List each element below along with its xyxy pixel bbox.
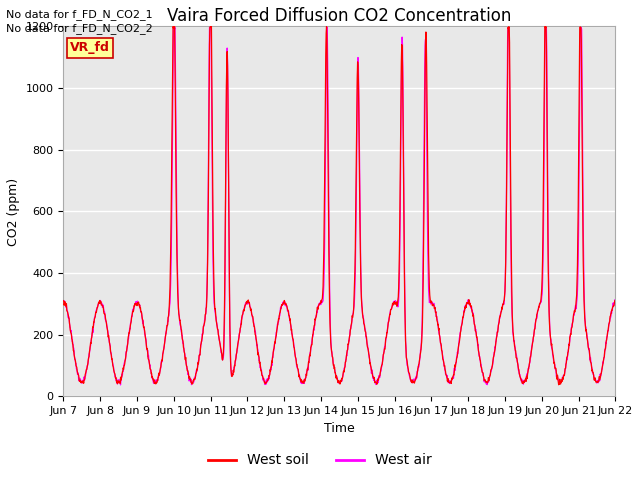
Text: VR_fd: VR_fd [70, 41, 110, 55]
X-axis label: Time: Time [324, 421, 355, 435]
Title: Vaira Forced Diffusion CO2 Concentration: Vaira Forced Diffusion CO2 Concentration [167, 7, 511, 25]
Text: No data for f_FD_N_CO2_2: No data for f_FD_N_CO2_2 [6, 23, 153, 34]
Y-axis label: CO2 (ppm): CO2 (ppm) [7, 178, 20, 245]
Legend: West soil, West air: West soil, West air [202, 448, 438, 473]
Text: No data for f_FD_N_CO2_1: No data for f_FD_N_CO2_1 [6, 9, 153, 20]
